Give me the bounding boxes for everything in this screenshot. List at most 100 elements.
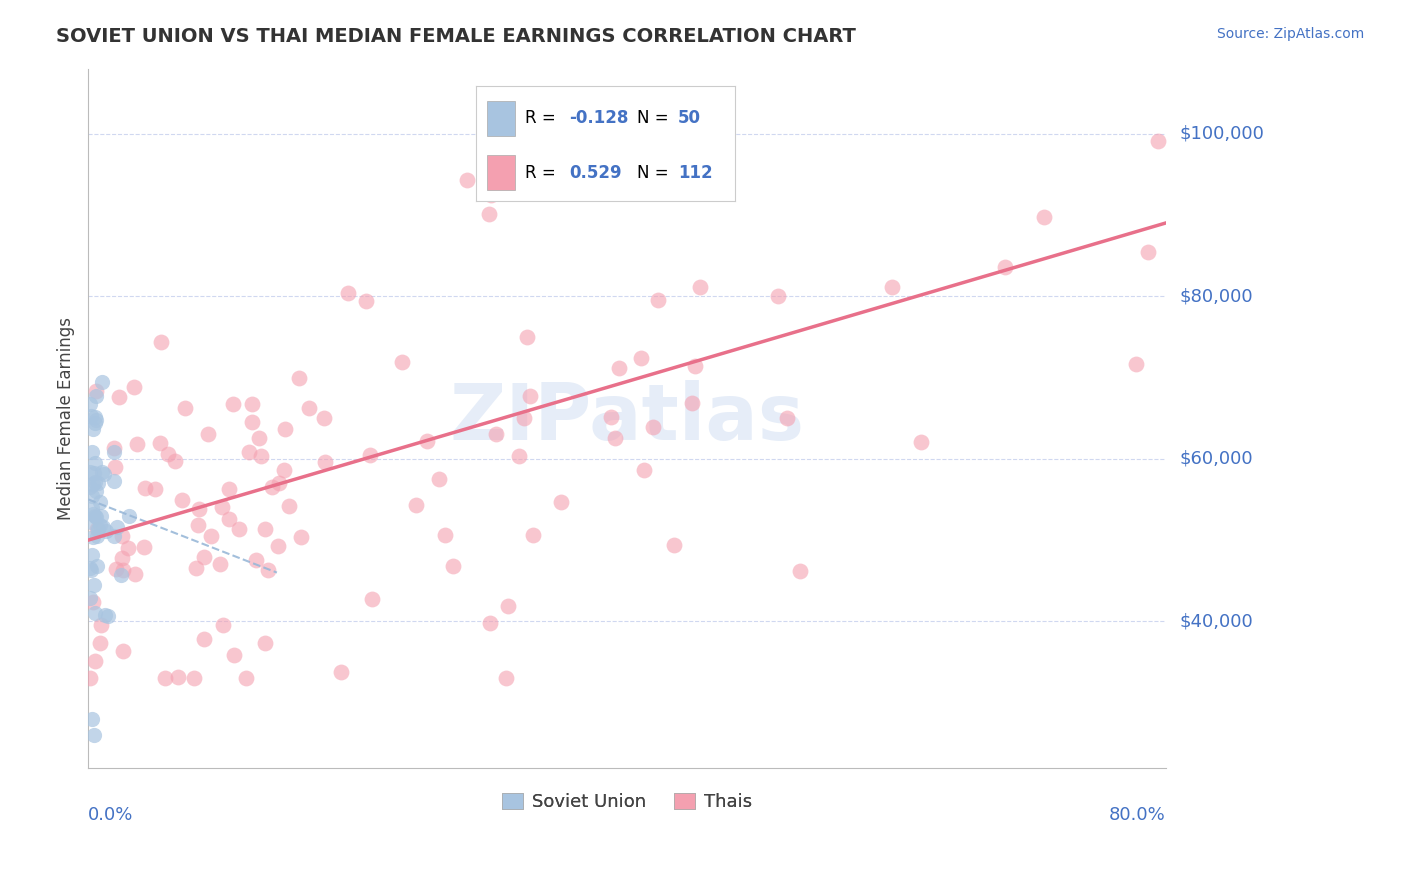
Point <box>104 460 127 475</box>
Point <box>519 389 541 403</box>
Point <box>83 578 105 592</box>
Point <box>111 563 134 577</box>
Point <box>79 465 101 479</box>
Point <box>84 416 107 430</box>
Point <box>110 568 132 582</box>
Point <box>84 654 107 668</box>
Point <box>336 286 359 301</box>
Point <box>277 500 299 514</box>
Point <box>84 410 107 425</box>
Point <box>79 560 101 574</box>
Point <box>127 436 149 450</box>
Point <box>240 397 263 411</box>
Point <box>314 455 336 469</box>
Text: 0.0%: 0.0% <box>89 806 134 824</box>
Point <box>297 401 319 415</box>
Point <box>267 539 290 553</box>
Point <box>86 529 108 543</box>
Point <box>149 435 172 450</box>
Point <box>83 475 105 490</box>
Point <box>994 260 1017 275</box>
Point <box>79 591 101 605</box>
Point <box>82 530 104 544</box>
Point <box>111 551 134 566</box>
Text: ZIPatlas: ZIPatlas <box>450 380 804 456</box>
Point <box>516 330 538 344</box>
Point <box>405 498 427 512</box>
Y-axis label: Median Female Earnings: Median Female Earnings <box>58 317 75 520</box>
Point <box>82 595 104 609</box>
Point <box>228 523 250 537</box>
Point <box>80 548 103 562</box>
Point <box>84 510 107 524</box>
Point <box>111 529 134 543</box>
Point <box>245 553 267 567</box>
Point <box>80 409 103 423</box>
Point <box>155 671 177 685</box>
Point <box>633 463 655 477</box>
Point <box>880 279 903 293</box>
Point <box>89 636 111 650</box>
Point <box>456 173 478 187</box>
Point <box>103 441 125 455</box>
Point <box>360 591 382 606</box>
Point <box>143 483 166 497</box>
Point <box>80 500 103 515</box>
Point <box>134 481 156 495</box>
Point <box>93 607 115 622</box>
Point <box>83 606 105 620</box>
Text: $100,000: $100,000 <box>1180 125 1264 143</box>
Text: $40,000: $40,000 <box>1180 613 1253 631</box>
Point <box>86 413 108 427</box>
Text: $60,000: $60,000 <box>1180 450 1253 467</box>
Point <box>607 360 630 375</box>
Point <box>550 495 572 509</box>
Point <box>478 207 501 221</box>
Point <box>427 472 450 486</box>
Point <box>117 541 139 555</box>
Point <box>416 434 439 449</box>
Point <box>103 529 125 543</box>
Point <box>479 188 502 202</box>
Point <box>359 449 381 463</box>
Point <box>132 540 155 554</box>
Point <box>776 410 799 425</box>
Point <box>118 508 141 523</box>
Point <box>80 489 103 503</box>
Point <box>209 557 232 571</box>
Point <box>789 564 811 578</box>
Point <box>89 518 111 533</box>
Text: SOVIET UNION VS THAI MEDIAN FEMALE EARNINGS CORRELATION CHART: SOVIET UNION VS THAI MEDIAN FEMALE EARNI… <box>56 27 856 45</box>
Point <box>156 447 179 461</box>
Point <box>238 444 260 458</box>
Point <box>485 427 508 442</box>
Point <box>391 355 413 369</box>
Point <box>80 516 103 530</box>
Point <box>84 389 107 403</box>
Point <box>222 648 245 663</box>
Point <box>184 561 207 575</box>
Point <box>111 643 134 657</box>
Point <box>86 475 108 490</box>
Point <box>247 431 270 445</box>
Point <box>82 444 104 458</box>
Point <box>166 670 188 684</box>
Point <box>103 444 125 458</box>
Point <box>685 359 707 373</box>
Point <box>647 293 669 308</box>
Point <box>91 520 114 534</box>
Point <box>254 522 277 536</box>
Point <box>163 454 186 468</box>
Point <box>662 538 685 552</box>
Point <box>84 384 107 399</box>
Point <box>910 435 932 450</box>
Point <box>82 712 104 726</box>
Point <box>508 449 530 463</box>
Point <box>188 501 211 516</box>
Point <box>240 415 263 429</box>
Point <box>641 420 664 434</box>
Point <box>170 493 193 508</box>
Point <box>267 475 290 490</box>
Point <box>79 480 101 494</box>
Point <box>83 466 105 480</box>
